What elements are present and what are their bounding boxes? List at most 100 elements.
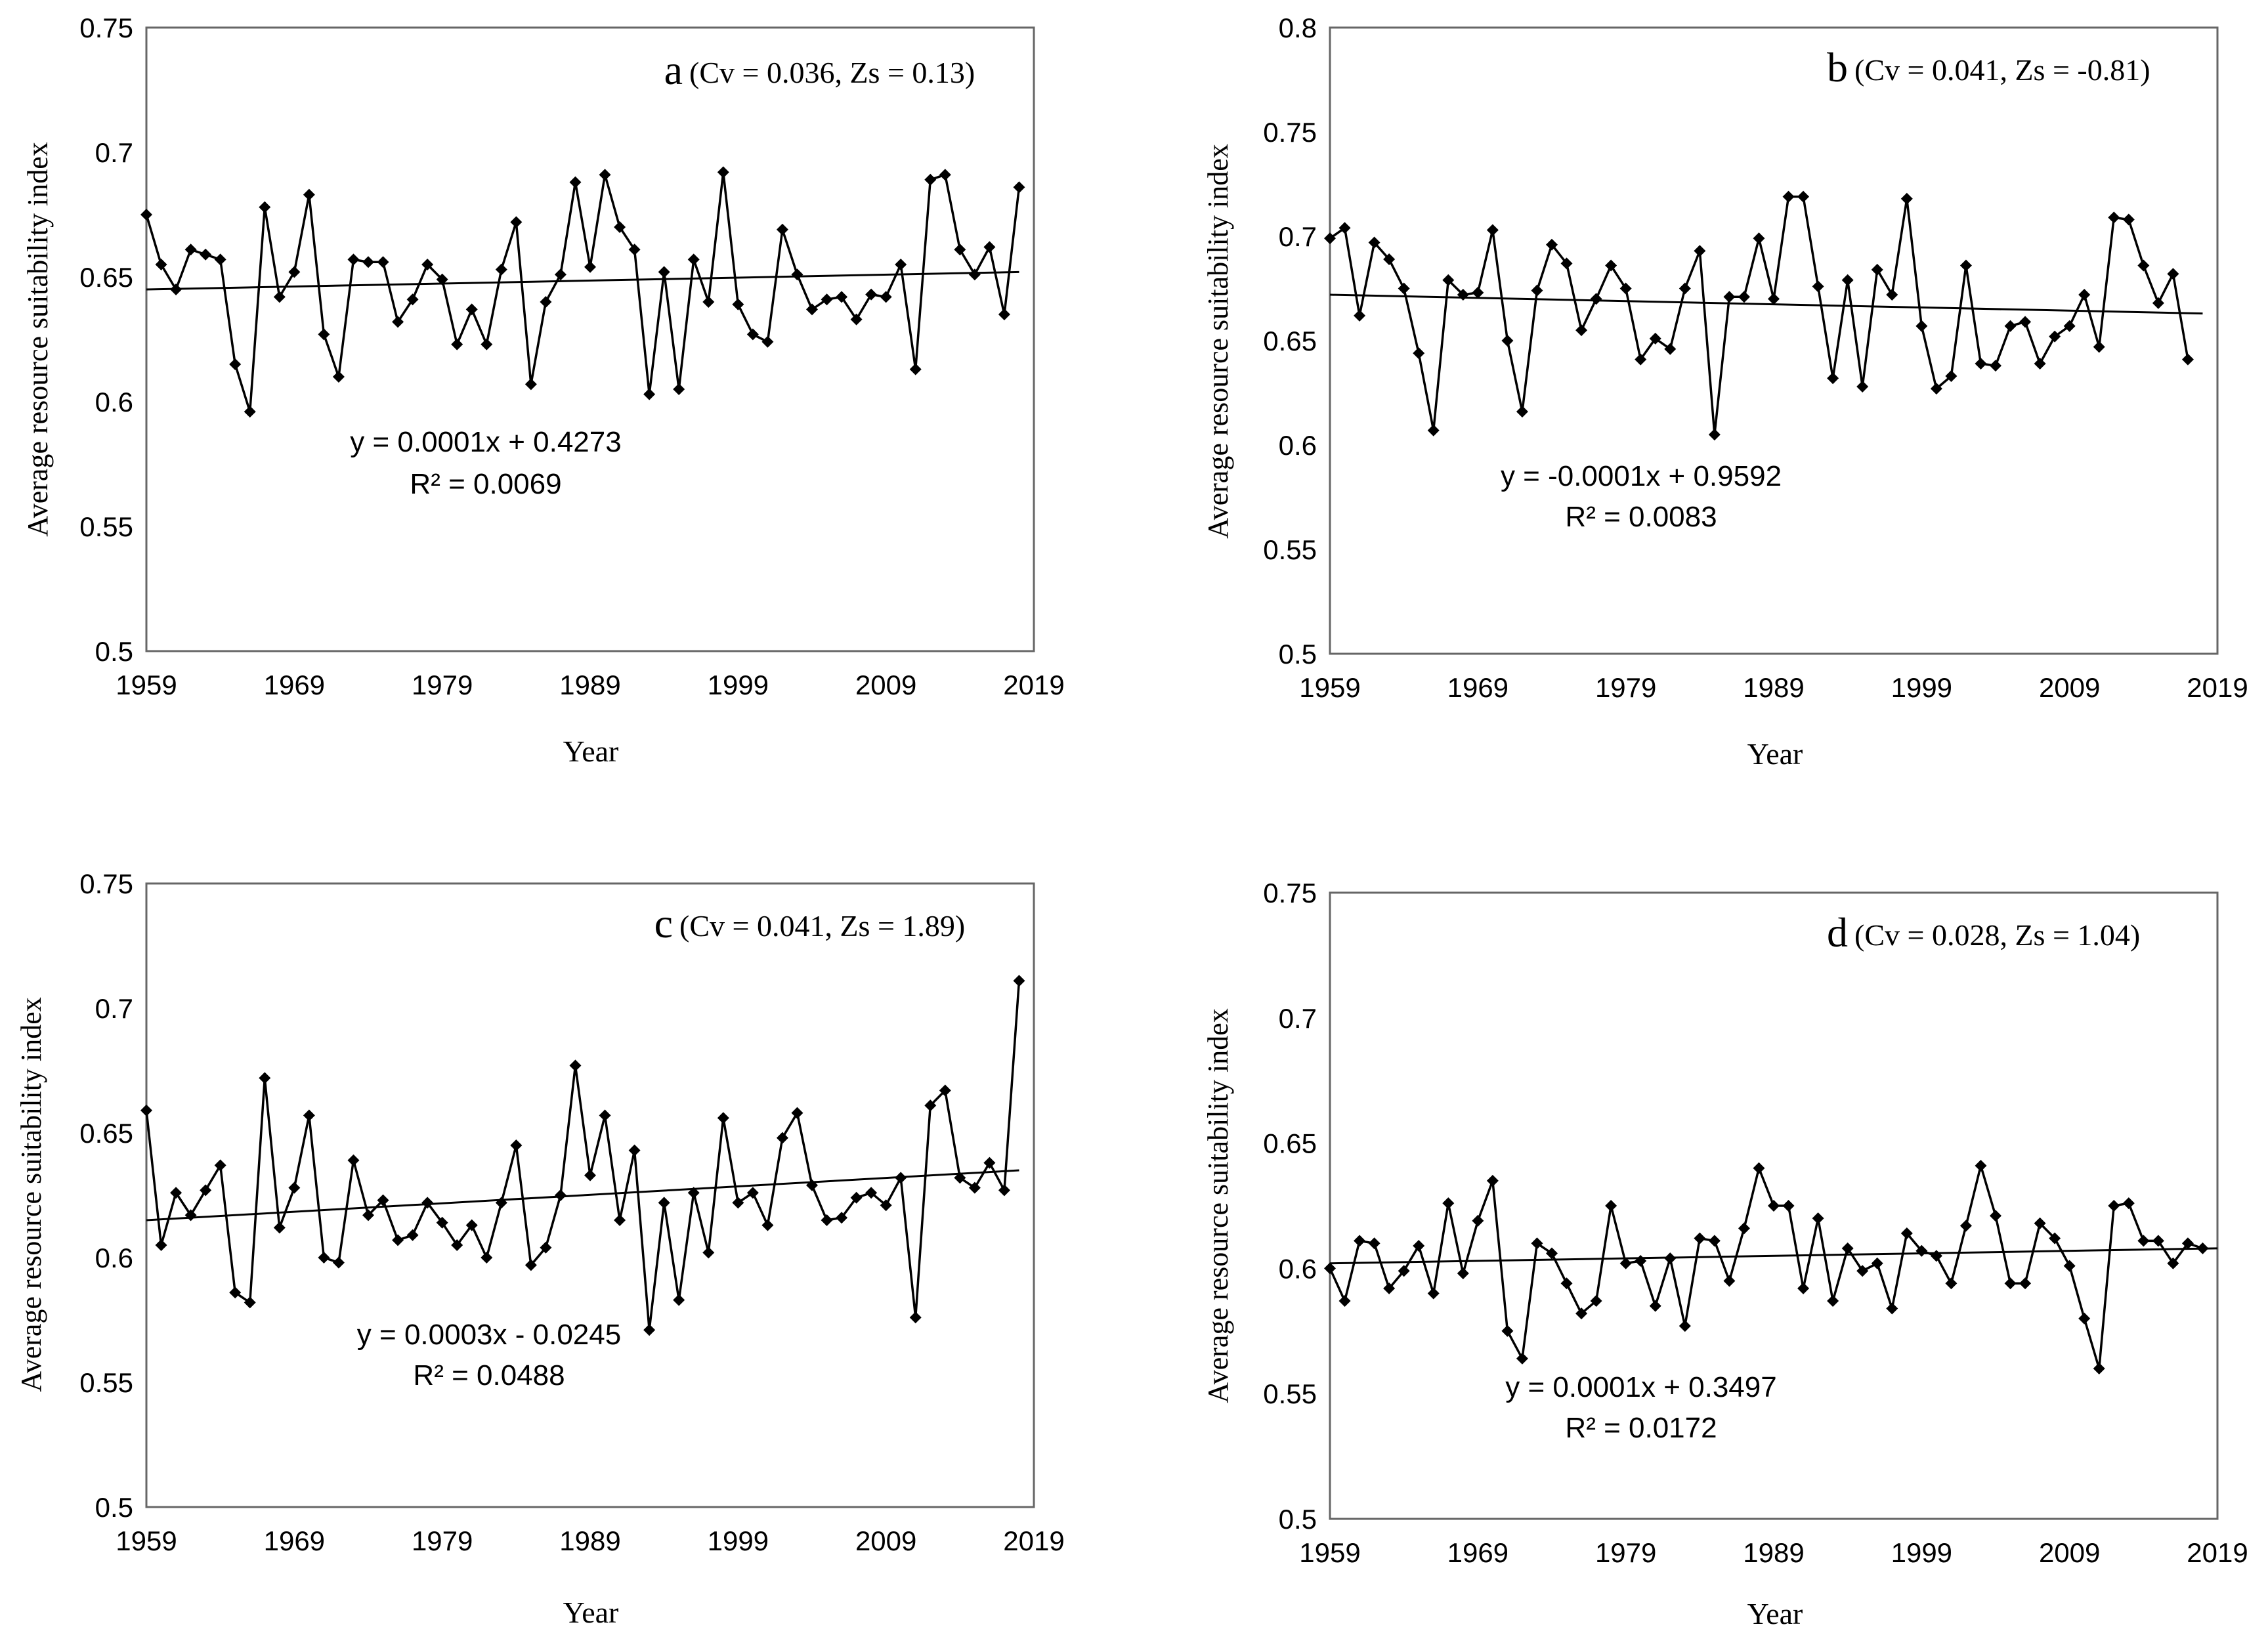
data-point xyxy=(1368,236,1380,249)
data-point xyxy=(1338,1295,1351,1307)
data-point xyxy=(2167,268,2179,280)
data-point xyxy=(1975,1159,1987,1172)
y-axis-label: Average resource suitability index xyxy=(15,997,47,1392)
data-point xyxy=(1886,289,1898,301)
data-point xyxy=(392,316,404,328)
data-point xyxy=(998,308,1010,320)
data-point xyxy=(1649,332,1661,345)
data-point xyxy=(303,188,315,201)
data-point xyxy=(954,1172,966,1184)
panel-letter: c xyxy=(654,900,673,946)
y-tick-labels: 0.5 0.55 0.6 0.65 0.7 0.75 0.8 xyxy=(1263,12,1317,670)
data-point xyxy=(569,1059,582,1072)
data-point xyxy=(1753,232,1765,245)
data-point xyxy=(1457,1267,1469,1280)
y-axis-label: Average resource suitability index xyxy=(1202,1008,1234,1403)
data-point xyxy=(1782,1200,1795,1212)
data-point xyxy=(1856,380,1869,393)
data-point xyxy=(983,1157,996,1169)
data-point xyxy=(244,1296,256,1309)
x-tick-label: 1989 xyxy=(1743,672,1804,703)
x-tick-label: 1999 xyxy=(708,670,769,700)
data-point xyxy=(821,1214,833,1226)
data-point xyxy=(1930,1250,1942,1262)
data-point xyxy=(1694,1232,1706,1244)
data-point xyxy=(392,1234,404,1246)
data-point xyxy=(140,1104,152,1116)
data-point xyxy=(939,169,951,181)
data-point xyxy=(1664,343,1677,355)
series-markers xyxy=(1324,190,2194,441)
data-point xyxy=(614,1214,626,1226)
data-point xyxy=(1738,291,1750,303)
data-point xyxy=(2004,1277,2017,1290)
panel-a: 0.50.550.60.650.70.75 1959 1969 1979 1989 19… xyxy=(22,12,1065,768)
panel-d: 0.50.550.60.650.70.75 1959 1969 1979 1989 19… xyxy=(1202,878,2248,1630)
data-point xyxy=(998,1184,1010,1197)
data-point xyxy=(1338,222,1351,234)
data-point xyxy=(702,1246,715,1259)
y-tick-label: 0.75 xyxy=(1263,878,1317,908)
data-point xyxy=(968,268,981,281)
data-point xyxy=(318,328,330,341)
x-axis-label: Year xyxy=(1747,1597,1803,1630)
data-point xyxy=(244,406,256,418)
data-point xyxy=(524,1259,537,1271)
data-point xyxy=(2122,213,2135,226)
data-point xyxy=(406,1229,419,1241)
data-point xyxy=(1619,1257,1632,1269)
data-point xyxy=(1531,284,1543,297)
data-point xyxy=(1827,372,1839,385)
data-point xyxy=(1546,1247,1558,1260)
data-point xyxy=(836,1212,848,1224)
data-point xyxy=(821,293,833,306)
x-tick-label: 1979 xyxy=(412,1525,473,1556)
data-point xyxy=(895,259,907,270)
x-tick-label: 1989 xyxy=(559,1525,620,1556)
data-point xyxy=(983,241,996,253)
data-point xyxy=(2063,1260,2076,1272)
y-tick-label: 0.7 xyxy=(1279,221,1317,252)
data-point xyxy=(643,388,656,400)
y-tick-label: 0.6 xyxy=(95,387,133,417)
data-point xyxy=(732,1197,744,1209)
data-point xyxy=(658,1197,670,1209)
data-point xyxy=(1516,1352,1528,1365)
data-point xyxy=(806,303,818,316)
data-point xyxy=(1368,1237,1380,1250)
data-point xyxy=(2019,1277,2032,1290)
data-point xyxy=(362,256,374,268)
data-point xyxy=(1679,282,1691,295)
x-axis-label: Year xyxy=(1747,737,1803,771)
y-tick-label: 0.5 xyxy=(95,636,133,667)
data-point xyxy=(717,166,729,179)
data-point xyxy=(584,1169,596,1181)
panel-letter: a xyxy=(664,47,683,93)
data-point xyxy=(1930,383,1942,395)
data-point xyxy=(614,221,626,233)
data-point xyxy=(628,1144,641,1157)
data-point xyxy=(1738,1222,1750,1235)
x-tick-label: 2009 xyxy=(2039,1537,2100,1568)
x-tick-label: 2019 xyxy=(2187,1537,2248,1568)
data-point xyxy=(865,1187,878,1199)
data-point xyxy=(732,298,744,310)
data-point xyxy=(481,338,493,351)
panel-c: 0.50.550.60.650.70.75 1959 1969 1979 1989 19… xyxy=(15,868,1065,1629)
data-point xyxy=(1472,1214,1484,1227)
x-tick-label: 2009 xyxy=(855,670,916,700)
data-point xyxy=(1383,1282,1396,1294)
data-point xyxy=(200,1184,212,1197)
data-point xyxy=(850,1191,863,1204)
data-point xyxy=(791,268,803,281)
y-tick-label: 0.5 xyxy=(1279,639,1317,670)
data-point xyxy=(909,363,922,375)
x-tick-label: 2019 xyxy=(1003,670,1064,700)
data-point xyxy=(702,296,715,308)
data-point xyxy=(2034,1217,2046,1229)
data-point xyxy=(1324,232,1336,245)
data-point xyxy=(2034,357,2046,370)
data-point xyxy=(761,1219,774,1231)
data-point xyxy=(1442,1197,1455,1210)
y-tick-label: 0.65 xyxy=(79,262,133,293)
